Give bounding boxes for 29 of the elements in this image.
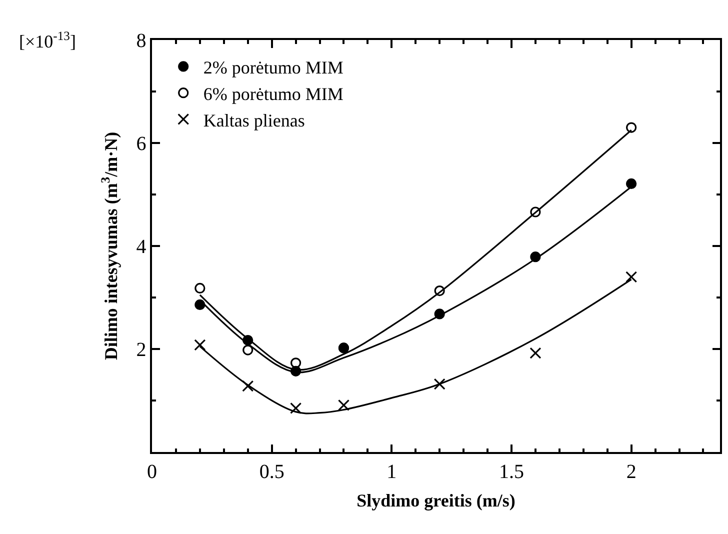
y-tick-label: 2 (136, 339, 146, 361)
x-tick-label: 0.5 (259, 460, 284, 483)
legend-label: 2% porėtumo MIM (203, 57, 344, 78)
point (290, 402, 302, 414)
x-axis-title: Slydimo greitis (m/s) (356, 490, 516, 510)
point (530, 347, 542, 359)
point (194, 339, 206, 351)
x-tick-label: 1 (386, 460, 397, 483)
point (242, 380, 254, 392)
point (338, 399, 350, 411)
x-tick-label: 1.5 (498, 460, 524, 483)
point (194, 282, 206, 294)
legend-label: Kaltas plienas (203, 110, 305, 130)
point (626, 178, 637, 189)
y-tick-label: 6 (136, 133, 146, 155)
point (194, 299, 206, 310)
y-tick-label: 8 (136, 30, 146, 52)
point (626, 122, 637, 133)
x-tick-label: 2 (626, 460, 636, 483)
x-tick-label: 0 (147, 460, 157, 483)
legend-label: 6% porėtumo MIM (203, 84, 344, 104)
point (242, 344, 254, 356)
text: [×10$^{-13}$] (19, 29, 76, 52)
point (530, 206, 541, 218)
point (434, 286, 445, 296)
point (626, 271, 638, 283)
point (290, 358, 302, 368)
point (434, 378, 446, 390)
y-tick-label: 4 (136, 236, 146, 258)
